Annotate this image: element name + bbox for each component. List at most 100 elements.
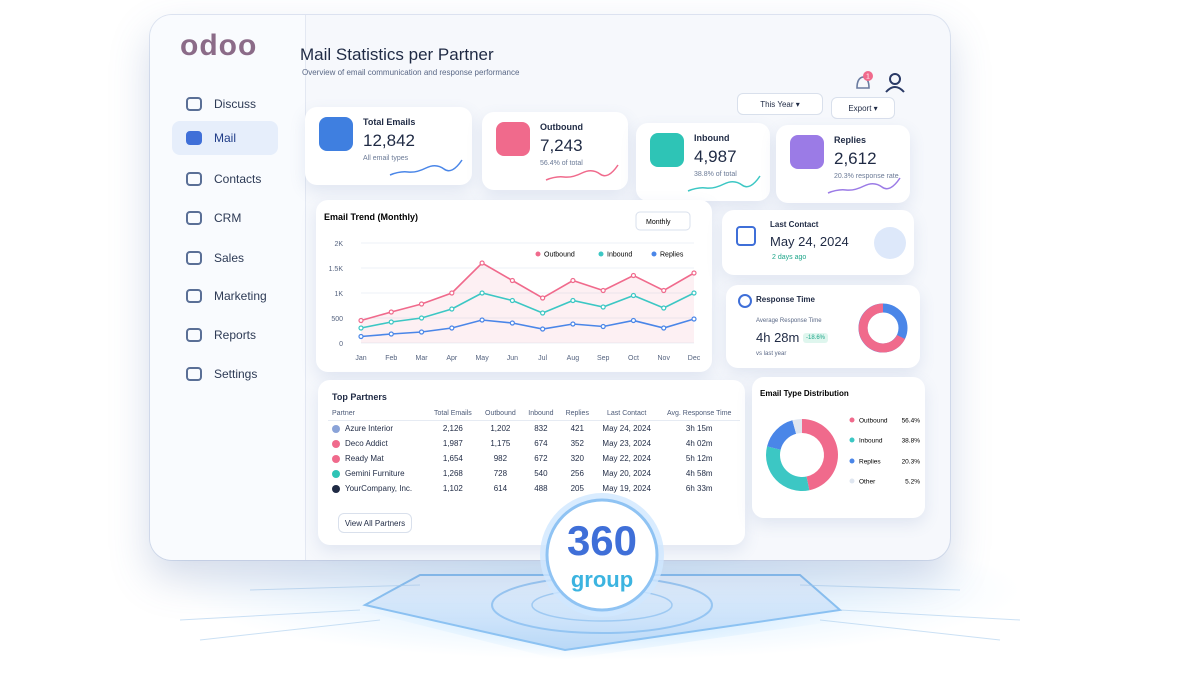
point: [509, 297, 515, 304]
period-select[interactable]: This Year ▾: [737, 93, 823, 115]
cell-text: 728: [493, 469, 508, 478]
partner-avatar: [332, 484, 340, 493]
table-cell: Gemini Furniture: [328, 466, 427, 481]
table-cell: Ready Mat: [328, 451, 427, 466]
table-cell: 256: [560, 466, 595, 481]
table-cell: 3h 15m: [658, 421, 740, 437]
point: [661, 305, 667, 311]
cell-text: Ready Mat: [345, 454, 384, 463]
cell-text: May 20, 2024: [602, 469, 651, 478]
partner-avatar: [332, 424, 340, 433]
kpi-icon: [319, 117, 353, 151]
table-row[interactable]: Deco Addict 1,987 1,175 674 352 May 23, 2024 4…: [328, 436, 740, 451]
nav-icon: [186, 251, 202, 265]
table-row[interactable]: YourCompany, Inc. 1,102 614 488 205 May 19, 2…: [328, 481, 740, 496]
export-label: Export: [848, 103, 872, 113]
nav-item[interactable]: Marketing: [172, 279, 278, 313]
kpi-value: 2,612: [834, 149, 877, 168]
cell-text: Azure Interior: [345, 424, 394, 433]
point: [418, 301, 425, 307]
nav-item[interactable]: Sales: [172, 241, 278, 275]
table-cell: 614: [479, 481, 523, 496]
nav-label: Mail: [214, 131, 237, 145]
nav-label: Marketing: [214, 289, 267, 303]
donut-segment: [766, 446, 810, 491]
badge: [863, 71, 873, 81]
point: [509, 320, 515, 326]
brand-logo[interactable]: odoo: [180, 29, 258, 62]
cell-text: 4h 02m: [685, 439, 713, 448]
nav-icon: [186, 328, 202, 342]
contact-avatar: [874, 227, 906, 259]
nav-label: Contacts: [214, 172, 262, 186]
last-contact-date: May 24, 2024: [770, 234, 849, 249]
table-cell: May 19, 2024: [595, 481, 659, 496]
point: [540, 326, 546, 332]
bell-icon[interactable]: [856, 76, 870, 89]
nav-icon: [186, 172, 202, 186]
point: [479, 317, 485, 323]
kpi-value: 4,987: [694, 147, 737, 166]
legend-label: Replies: [859, 459, 881, 466]
page-subtitle: Overview of email communication and resp…: [302, 68, 520, 77]
user-icon[interactable]: [889, 73, 901, 85]
kpi-card: Outbound 7,243 56.4% of total: [482, 112, 628, 190]
period-label: This Year: [760, 99, 794, 109]
table-cell: 672: [522, 451, 559, 466]
kpi-note: 20.3% response rate: [834, 173, 899, 180]
cell-text: 1,202: [490, 424, 511, 433]
granularity-select[interactable]: [635, 211, 691, 231]
cell-text: May 24, 2024: [602, 424, 651, 433]
point: [418, 315, 425, 321]
nav-label: Discuss: [214, 97, 257, 111]
point: [479, 260, 485, 266]
x-tick-label: Oct: [628, 355, 639, 362]
value-label: 38.8%: [902, 438, 921, 445]
cell-text: 614: [493, 484, 508, 493]
cell-text: 3h 15m: [685, 424, 713, 433]
cell-text: 982: [493, 454, 508, 463]
legend-label: Inbound: [607, 252, 632, 259]
table-cell: May 24, 2024: [595, 421, 659, 437]
last-contact-title: Last Contact: [770, 220, 819, 229]
nav-item[interactable]: Discuss: [172, 87, 278, 121]
x-tick-label: Aug: [567, 355, 580, 362]
nav-item[interactable]: Contacts: [172, 162, 278, 196]
table-cell: May 20, 2024: [595, 466, 659, 481]
column-header: Replies: [559, 407, 595, 421]
distribution-chart: Email Type Distribution Outbound 56.4% Inbo…: [760, 389, 921, 491]
table-row[interactable]: Azure Interior 2,126 1,202 832 421 May 24, 20…: [328, 421, 740, 437]
granularity-label: Monthly: [646, 219, 671, 226]
cell-text: 674: [534, 439, 548, 448]
sparkline-path: [827, 177, 901, 194]
y-tick-label: 0: [339, 341, 343, 348]
table-row[interactable]: Gemini Furniture 1,268 728 540 256 May 20, 20…: [328, 466, 740, 481]
export-button[interactable]: Export ▾: [831, 97, 895, 119]
cell-text: 1,654: [442, 454, 463, 463]
table-cell: 4h 58m: [658, 466, 740, 481]
cell-text: May 23, 2024: [602, 439, 651, 448]
cell-text: 421: [570, 424, 584, 433]
sidebar: odoo Discuss Mail Contacts CRM Sales Marketin…: [150, 15, 306, 560]
kpi-icon: [496, 122, 530, 156]
logo-number: 360: [567, 517, 637, 564]
table-cell: Deco Addict: [328, 436, 427, 451]
point: [600, 323, 606, 330]
nav-item[interactable]: CRM: [172, 201, 278, 235]
kpi-icon: [650, 133, 684, 167]
cell-text: 540: [534, 469, 548, 478]
table-row[interactable]: Ready Mat 1,654 982 672 320 May 22, 2024 5h 12…: [328, 451, 740, 466]
value-label: 56.4%: [902, 418, 921, 425]
nav-item[interactable]: Mail: [172, 121, 278, 155]
view-all-button[interactable]: View All Partners: [338, 513, 412, 533]
sparkline-path: [687, 175, 761, 192]
kpi-label: Replies: [834, 135, 867, 145]
nav-item[interactable]: Reports: [172, 318, 278, 352]
legend-label: Inbound: [859, 438, 883, 445]
chart-title: Email Trend (Monthly): [324, 212, 418, 222]
legend-label: Outbound: [544, 252, 575, 259]
kpi-note: 38.8% of total: [694, 171, 737, 178]
sparkline-path: [545, 164, 619, 181]
nav-item[interactable]: Settings: [172, 357, 278, 391]
nav-label: Reports: [214, 328, 257, 342]
